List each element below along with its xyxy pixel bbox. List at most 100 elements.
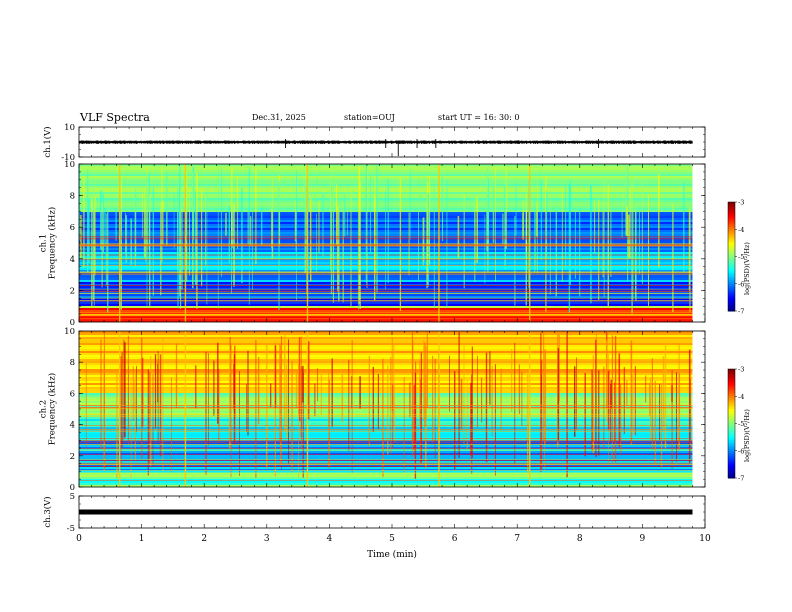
colorbar-segment <box>728 261 735 265</box>
spectrum-band <box>79 178 693 181</box>
colorbar-segment <box>728 385 735 388</box>
start-time-label: start UT = 16: 30: 0 <box>438 113 520 122</box>
spectrum-band <box>79 363 693 366</box>
colorbar-segment <box>728 300 735 303</box>
x-tick-label: 5 <box>389 534 395 544</box>
x-axis-label: Time (min) <box>367 549 417 560</box>
colorbar-segment <box>728 470 735 473</box>
colorbar-segment <box>728 476 735 479</box>
colorbar-segment <box>728 260 735 263</box>
colorbar-tick-label: -3 <box>738 199 744 207</box>
colorbar: -3 -4 -5 -6 -7 log(PSD)(V²/Hz) <box>727 199 751 316</box>
colorbar-segment <box>728 383 735 386</box>
colorbar-segment <box>728 403 735 406</box>
colorbar-segment <box>728 229 735 232</box>
spectrum-band <box>79 375 693 378</box>
colorbar-tick-label: -3 <box>738 366 744 374</box>
colorbar-segment <box>728 416 735 419</box>
spectrum-band <box>79 304 693 307</box>
colorbar: -3 -4 -5 -6 -7 log(PSD)(V²/Hz) <box>727 366 751 483</box>
spectrum-band <box>79 409 693 412</box>
x-tick-label: 3 <box>264 534 270 544</box>
spectrum-band <box>79 367 693 370</box>
colorbar-segment <box>728 281 735 285</box>
colorbar-segment <box>728 387 735 390</box>
spectrum-band <box>79 389 693 392</box>
colorbar-segment <box>728 283 735 287</box>
spectrum-band <box>79 455 693 458</box>
colorbar-segment <box>728 430 735 434</box>
x-tick-label: 2 <box>201 534 207 544</box>
colorbar-segment <box>728 214 735 217</box>
x-tick-label: 10 <box>699 534 711 544</box>
colorbar-segment <box>728 203 735 207</box>
colorbar-tick-label: -4 <box>738 226 744 234</box>
y-tick-label: 6 <box>70 389 75 399</box>
spectrum-band <box>79 385 693 388</box>
y-tick-label: 4 <box>70 421 75 431</box>
spectrum-band <box>79 483 693 486</box>
spectrum-band <box>79 353 693 356</box>
colorbar-segment <box>728 276 735 279</box>
x-tick-label: 6 <box>452 534 458 544</box>
colorbar-segment <box>728 443 735 446</box>
colorbar-segment <box>728 296 735 299</box>
station-label: station=OUJ <box>344 113 395 122</box>
spectrum-band <box>79 316 693 319</box>
colorbar-segment <box>728 472 735 475</box>
y-tick-label: 8 <box>70 358 75 368</box>
colorbar-segment <box>728 254 735 257</box>
colorbar-segment <box>728 456 735 459</box>
spectrum-band <box>79 473 693 476</box>
colorbar-segment <box>728 427 735 430</box>
colorbar-tick-label: -6 <box>738 280 744 288</box>
colorbar-segment <box>728 432 735 435</box>
colorbar-segment <box>728 218 735 221</box>
spectrogram-image <box>79 331 693 488</box>
y-axis-label: Frequency (kHz) <box>47 373 58 445</box>
spectrum-band <box>79 335 693 338</box>
spectrum-band <box>79 485 693 488</box>
spectrum-band <box>79 387 693 390</box>
colorbar-segment <box>728 423 735 426</box>
colorbar-segment <box>728 412 735 415</box>
spectrum-band <box>79 423 693 426</box>
colorbar-segment <box>728 410 735 414</box>
colorbar-segment <box>728 467 735 470</box>
spectrum-band <box>79 345 693 348</box>
spectrum-band <box>79 443 693 446</box>
spectrum-band <box>79 379 693 382</box>
spectrum-band <box>79 182 693 185</box>
spectrum-band <box>79 351 693 354</box>
colorbar-segment <box>728 389 735 392</box>
spectrum-band <box>79 331 693 334</box>
colorbar-segment <box>728 372 735 375</box>
spectrum-band <box>79 393 693 396</box>
colorbar-segment <box>728 292 735 296</box>
colorbar-segment <box>728 252 735 256</box>
colorbar-segment <box>728 209 735 212</box>
colorbar-segment <box>728 307 735 310</box>
colorbar-segment <box>728 289 735 292</box>
spectrum-band <box>79 399 693 402</box>
x-tick-label: 1 <box>139 534 145 544</box>
colorbar-segment <box>728 227 735 230</box>
spectrum-band <box>79 401 693 404</box>
spectrum-band <box>79 365 693 368</box>
colorbar-segment <box>728 401 735 404</box>
spectrum-band <box>79 465 693 468</box>
panel-ch1-waveform: 10 -10 ch.1(V) <box>42 123 706 163</box>
colorbar-label: log(PSD)(V²/Hz) <box>743 242 751 295</box>
colorbar-segment <box>728 398 735 401</box>
spectrum-band <box>79 461 693 464</box>
x-tick-label: 8 <box>577 534 583 544</box>
x-tick-label: 0 <box>76 534 82 544</box>
y-tick-label: 4 <box>70 255 75 265</box>
spectrum-band <box>79 318 693 321</box>
y-tick-label: 5 <box>70 492 75 502</box>
spectrum-band <box>79 373 693 376</box>
colorbar-segment <box>728 271 735 274</box>
spectrum-band <box>79 186 693 189</box>
colorbar-segment <box>728 249 735 252</box>
